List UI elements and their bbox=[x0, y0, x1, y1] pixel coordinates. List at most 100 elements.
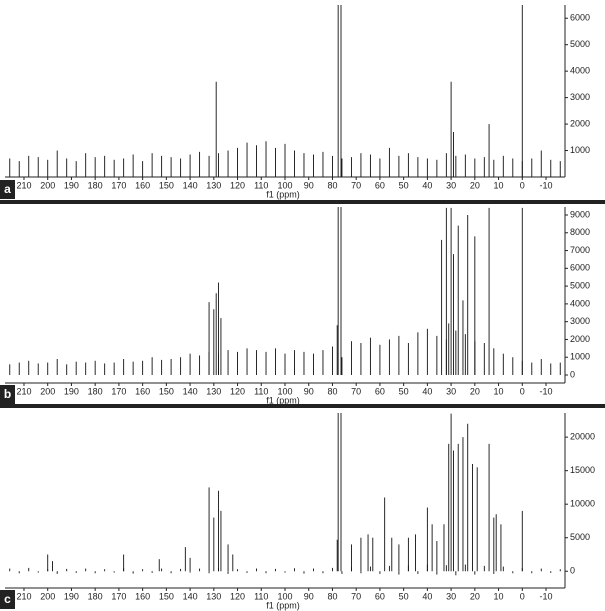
x-tick-label: 120 bbox=[230, 180, 245, 190]
x-tick-label: 10 bbox=[494, 591, 504, 601]
y-tick-label: 5000 bbox=[570, 39, 590, 49]
x-tick-label: 100 bbox=[277, 180, 292, 190]
x-tick-label: 30 bbox=[446, 386, 456, 396]
x-tick-label: -10 bbox=[540, 180, 553, 190]
x-axis-label: f1 (ppm) bbox=[266, 395, 300, 405]
x-tick-label: 20 bbox=[470, 386, 480, 396]
x-tick-label: 140 bbox=[183, 180, 198, 190]
x-tick-label: 40 bbox=[422, 386, 432, 396]
y-tick-label: 4000 bbox=[570, 66, 590, 76]
x-tick-label: 200 bbox=[40, 180, 55, 190]
x-tick-label: 170 bbox=[111, 591, 126, 601]
x-tick-label: 60 bbox=[375, 180, 385, 190]
x-tick-label: 120 bbox=[230, 386, 245, 396]
panel-divider bbox=[0, 404, 605, 408]
x-tick-label: 50 bbox=[399, 591, 409, 601]
y-tick-label: 9000 bbox=[570, 209, 590, 219]
y-tick-label: 1000 bbox=[570, 145, 590, 155]
y-tick-label: 10000 bbox=[570, 499, 595, 509]
y-tick-label: 3000 bbox=[570, 92, 590, 102]
panel-letter-box bbox=[0, 180, 15, 199]
x-tick-label: 0 bbox=[520, 591, 525, 601]
x-tick-label: 50 bbox=[399, 386, 409, 396]
x-tick-label: 180 bbox=[88, 591, 103, 601]
x-tick-label: 0 bbox=[520, 386, 525, 396]
x-tick-label: 30 bbox=[446, 591, 456, 601]
x-tick-label: 180 bbox=[88, 180, 103, 190]
panel-divider bbox=[0, 200, 605, 204]
x-tick-label: 40 bbox=[422, 591, 432, 601]
x-tick-label: 60 bbox=[375, 386, 385, 396]
x-tick-label: 30 bbox=[446, 180, 456, 190]
y-tick-label: 1000 bbox=[570, 352, 590, 362]
x-axis-label: f1 (ppm) bbox=[266, 600, 300, 610]
panel-letter-box bbox=[0, 385, 15, 404]
y-tick-label: 6000 bbox=[570, 13, 590, 23]
plot bbox=[9, 413, 561, 576]
x-tick-label: 40 bbox=[422, 180, 432, 190]
x-tick-label: 70 bbox=[351, 591, 361, 601]
x-tick-label: 170 bbox=[111, 180, 126, 190]
x-tick-label: 160 bbox=[135, 386, 150, 396]
x-axis-label: f1 (ppm) bbox=[266, 189, 300, 199]
y-tick-label: 2000 bbox=[570, 118, 590, 128]
x-tick-label: 190 bbox=[64, 386, 79, 396]
x-tick-label: 50 bbox=[399, 180, 409, 190]
x-tick-label: 60 bbox=[375, 591, 385, 601]
x-tick-label: 140 bbox=[183, 591, 198, 601]
x-tick-label: 10 bbox=[494, 180, 504, 190]
x-tick-label: 110 bbox=[254, 386, 268, 396]
y-tick-label: 20000 bbox=[570, 432, 595, 442]
y-tick-label: 6000 bbox=[570, 263, 590, 273]
x-tick-label: 70 bbox=[351, 386, 361, 396]
panel-letter: a bbox=[4, 182, 11, 196]
x-tick-label: 150 bbox=[159, 591, 174, 601]
y-tick-label: 4000 bbox=[570, 298, 590, 308]
y-tick-label: 7000 bbox=[570, 245, 590, 255]
panel-letter: c bbox=[4, 592, 11, 606]
y-tick-label: 0 bbox=[570, 566, 575, 576]
x-tick-label: 100 bbox=[277, 591, 292, 601]
x-tick-label: 20 bbox=[470, 591, 480, 601]
x-tick-label: 80 bbox=[327, 386, 337, 396]
x-tick-label: 150 bbox=[159, 386, 174, 396]
x-tick-label: 110 bbox=[254, 180, 268, 190]
x-tick-label: 160 bbox=[135, 180, 150, 190]
plot bbox=[9, 5, 561, 177]
x-tick-label: 150 bbox=[159, 180, 174, 190]
x-tick-label: 70 bbox=[351, 180, 361, 190]
y-tick-label: 0 bbox=[570, 369, 575, 379]
y-tick-label: 5000 bbox=[570, 532, 590, 542]
x-tick-label: 110 bbox=[254, 591, 268, 601]
x-tick-label: 210 bbox=[16, 591, 31, 601]
x-tick-label: 140 bbox=[183, 386, 198, 396]
y-tick-label: 3000 bbox=[570, 316, 590, 326]
x-tick-label: 80 bbox=[327, 591, 337, 601]
y-tick-label: 2000 bbox=[570, 334, 590, 344]
x-tick-label: 160 bbox=[135, 591, 150, 601]
x-tick-label: 10 bbox=[494, 386, 504, 396]
x-tick-label: 20 bbox=[470, 180, 480, 190]
x-tick-label: 210 bbox=[16, 180, 31, 190]
y-tick-label: 15000 bbox=[570, 465, 595, 475]
x-tick-label: 180 bbox=[88, 386, 103, 396]
plot bbox=[9, 207, 561, 375]
x-tick-label: 130 bbox=[206, 180, 221, 190]
x-tick-label: -10 bbox=[540, 591, 553, 601]
x-tick-label: 80 bbox=[327, 180, 337, 190]
panel-letter: b bbox=[4, 387, 11, 401]
x-tick-label: 90 bbox=[304, 591, 314, 601]
x-tick-label: 210 bbox=[16, 386, 31, 396]
y-tick-label: 5000 bbox=[570, 280, 590, 290]
x-tick-label: 90 bbox=[304, 386, 314, 396]
x-tick-label: 170 bbox=[111, 386, 126, 396]
x-tick-label: 200 bbox=[40, 386, 55, 396]
x-tick-label: 130 bbox=[206, 386, 221, 396]
x-tick-label: 0 bbox=[520, 180, 525, 190]
x-tick-label: 190 bbox=[64, 591, 79, 601]
x-tick-label: 200 bbox=[40, 591, 55, 601]
x-tick-label: 190 bbox=[64, 180, 79, 190]
x-tick-label: -10 bbox=[540, 386, 553, 396]
